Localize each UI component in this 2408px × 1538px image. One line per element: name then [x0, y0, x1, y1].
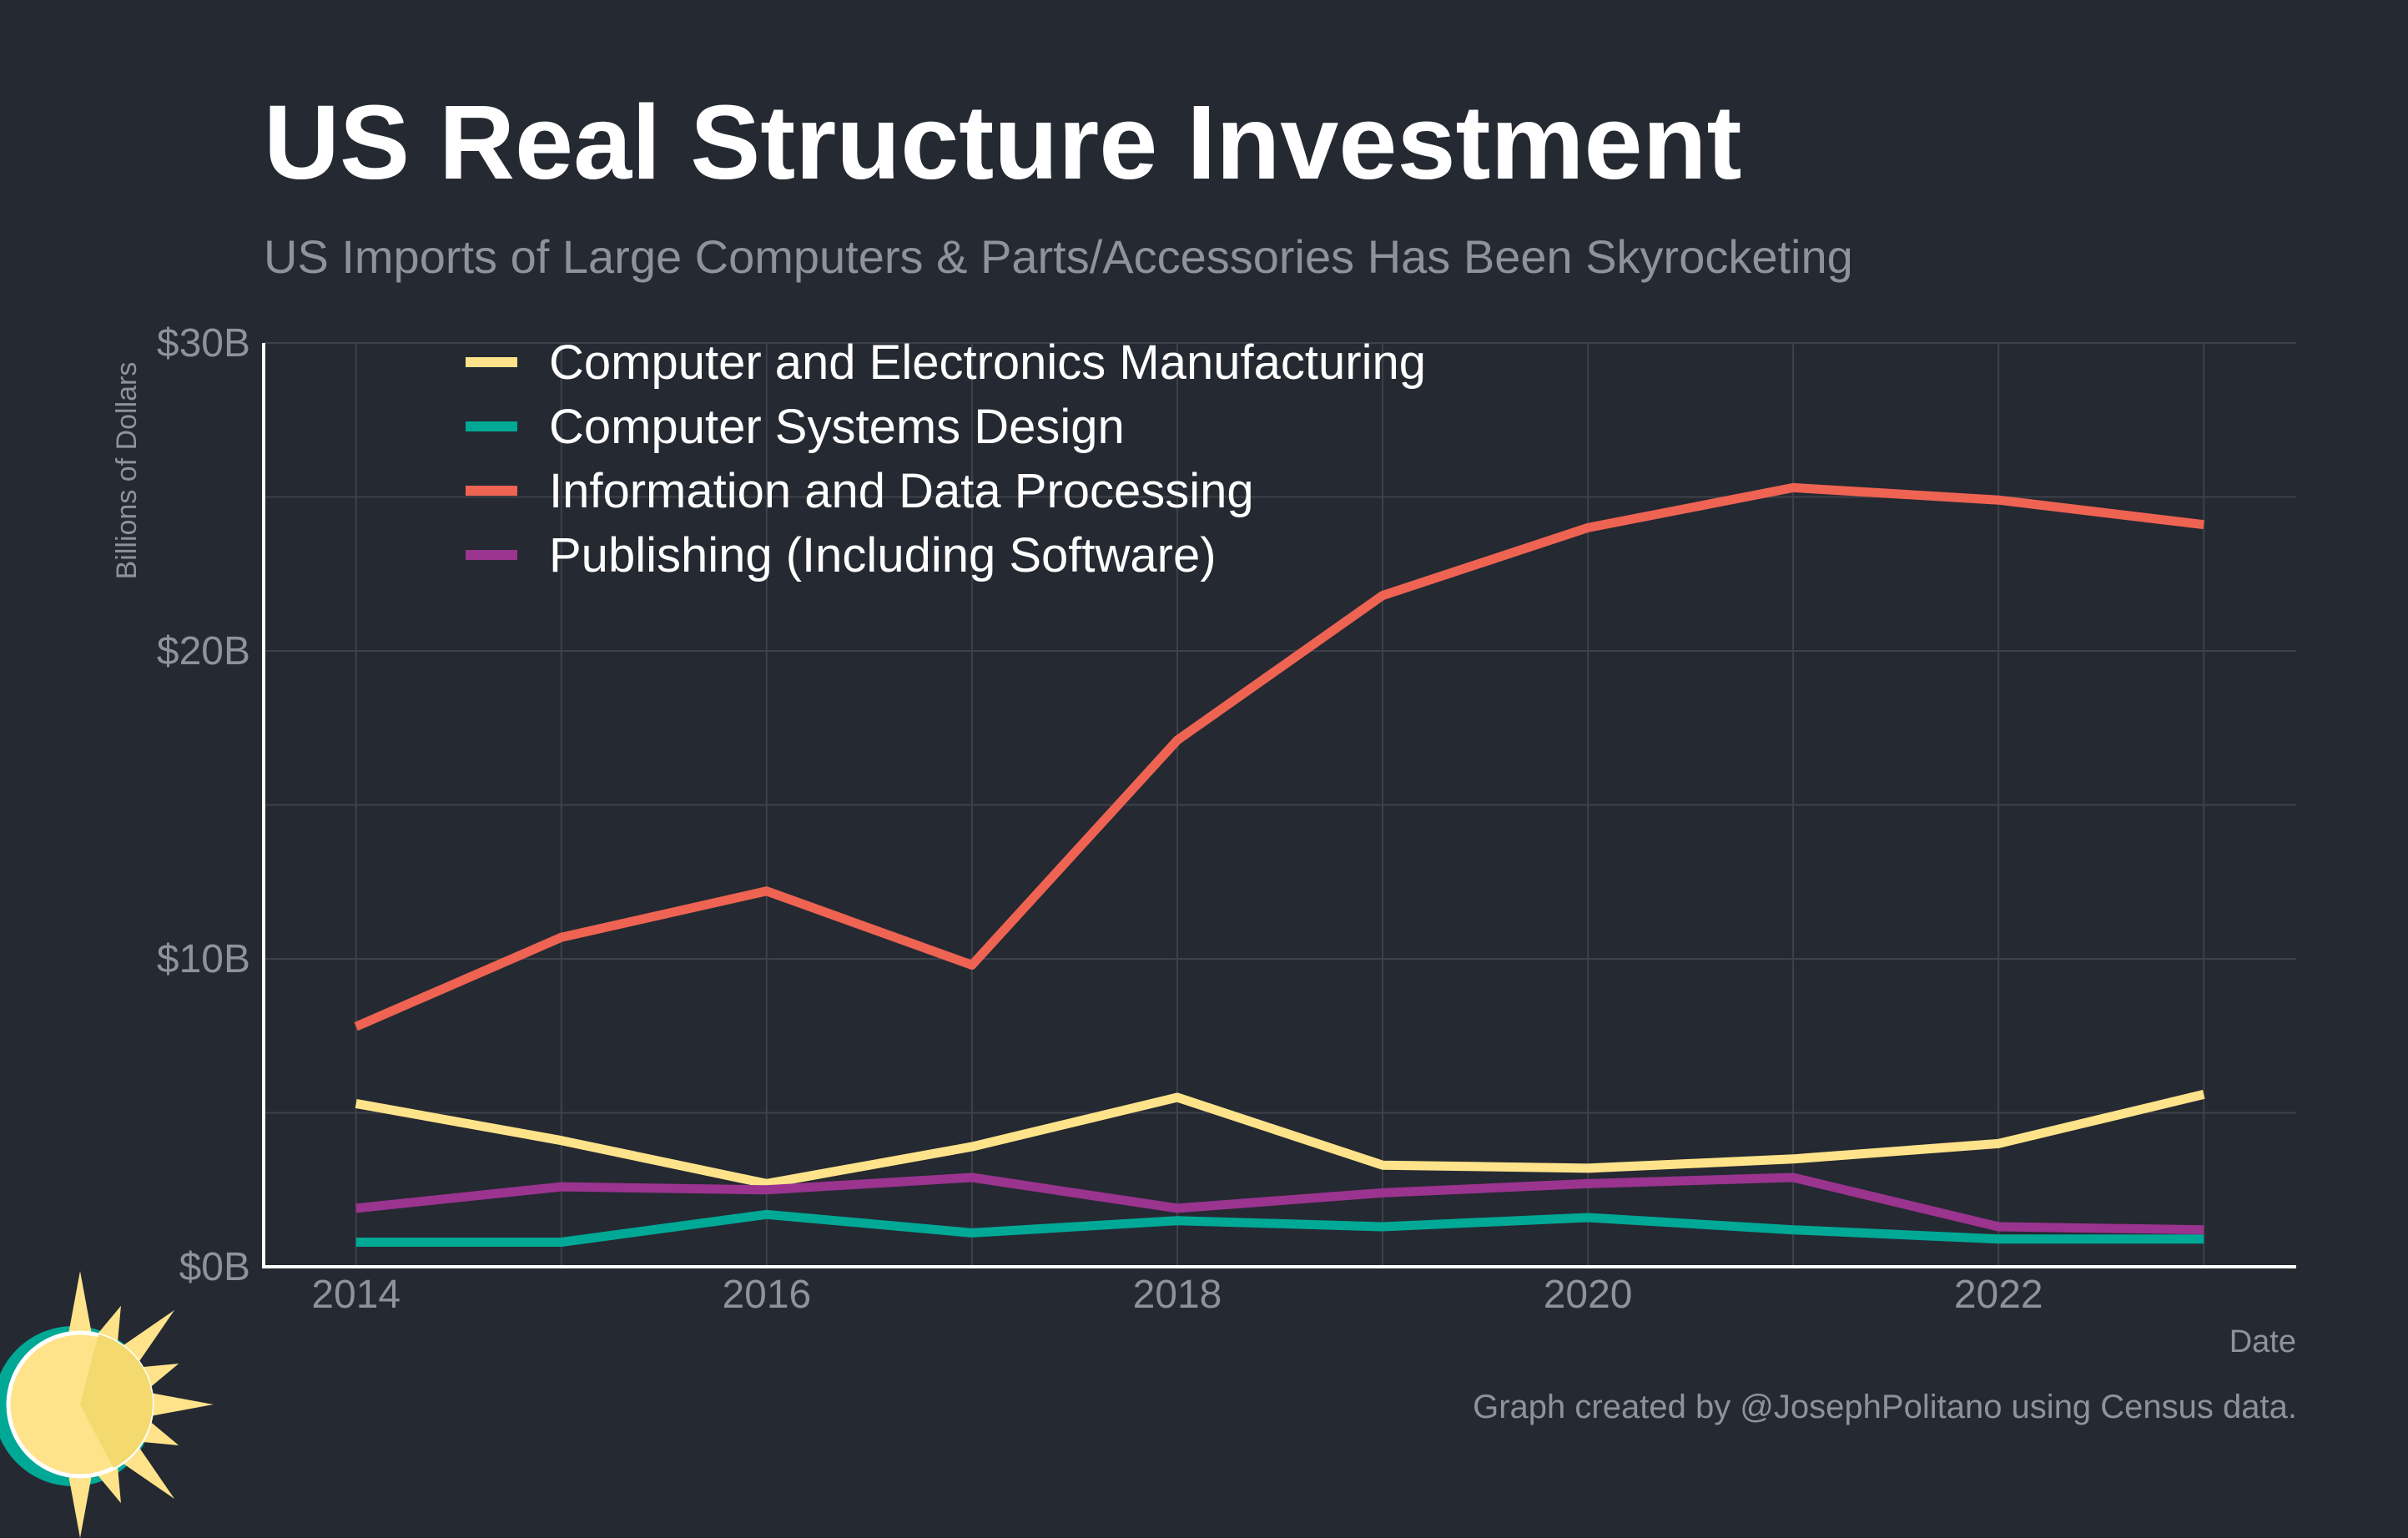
tick-labels: $0B $10B $20B $30B 2014 2016 2018 2020 2022 Date B…	[111, 321, 2296, 1359]
legend: Computer and Electronics Manufacturing Co…	[466, 335, 1426, 582]
sun-logo-icon	[0, 1271, 214, 1538]
series-lines	[354, 482, 2205, 1247]
series-line-computer-and-electronics-manufacturing	[355, 1090, 2205, 1188]
axes	[262, 343, 2296, 1268]
series-line-publishing-including-software	[355, 1172, 2204, 1235]
x-tick-label: 2020	[1544, 1273, 1633, 1317]
x-axis-title: Date	[2229, 1324, 2296, 1359]
logo-ray	[118, 1309, 175, 1366]
logo-ray	[147, 1392, 214, 1417]
logo-ray	[68, 1471, 93, 1538]
x-tick-label: 2022	[1954, 1273, 2043, 1317]
y-tick-label: $10B	[157, 937, 250, 981]
y-tick-label: $0B	[179, 1245, 250, 1289]
x-tick-label: 2014	[311, 1273, 400, 1317]
logo-sun-shade	[80, 1334, 153, 1468]
chart-title: US Real Structure Investment	[264, 83, 1742, 201]
x-tick-label: 2018	[1133, 1273, 1222, 1317]
legend-label: Computer Systems Design	[549, 400, 1125, 454]
y-tick-label: $30B	[157, 321, 250, 366]
logo-ray	[68, 1271, 93, 1338]
x-tick-label: 2016	[722, 1273, 811, 1317]
legend-label: Information and Data Processing	[549, 464, 1254, 518]
legend-label: Computer and Electronics Manufacturing	[549, 335, 1426, 390]
logo-ray	[118, 1443, 175, 1500]
y-axis-title: Billions of Dollars	[111, 362, 143, 580]
series-line-computer-systems-design	[355, 1209, 2204, 1247]
legend-label: Publishing (Including Software)	[549, 528, 1217, 582]
y-tick-label: $20B	[157, 629, 250, 673]
gridlines	[264, 342, 2296, 1268]
series-line-information-and-data-processing	[354, 482, 2204, 1031]
source-caption: Graph created by @JosephPolitano using C…	[1473, 1389, 2297, 1425]
chart-subtitle: US Imports of Large Computers & Parts/Ac…	[264, 230, 1853, 283]
